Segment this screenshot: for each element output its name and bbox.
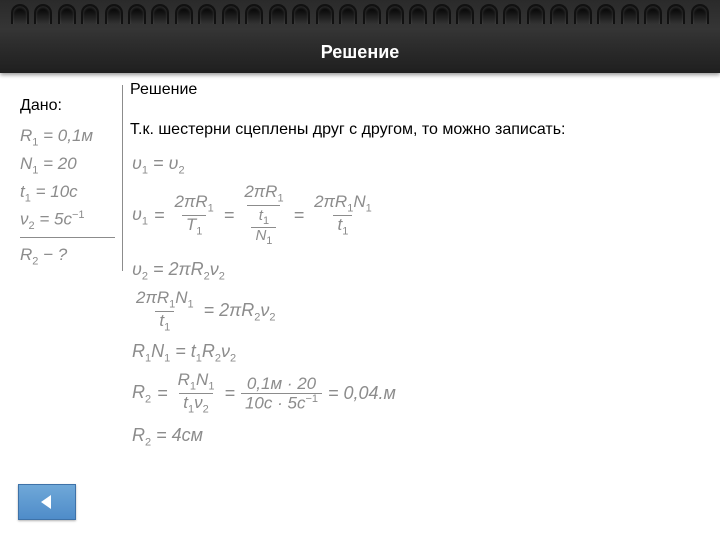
- eq-line-1: υ1 = υ2: [132, 153, 185, 177]
- slide-header: Решение: [0, 0, 720, 73]
- slide-title: Решение: [0, 42, 720, 63]
- solution-heading: Решение: [130, 81, 197, 99]
- given-find: R2 − ?: [20, 242, 115, 270]
- given-nu2: ν2 = 5c−1: [20, 207, 115, 235]
- given-heading: Дано:: [20, 97, 62, 115]
- given-divider: [20, 237, 115, 238]
- eq-line-2: υ1 = 2πR1 T1 = 2πR1 t1 N1 = 2πR1N1 t1: [132, 183, 376, 248]
- eq-line-3: υ2 = 2πR2ν2: [132, 259, 225, 283]
- given-r1: R1 = 0,1м: [20, 123, 115, 151]
- given-n1: N1 = 20: [20, 151, 115, 179]
- vertical-divider: [122, 85, 123, 271]
- given-t1: t1 = 10c: [20, 179, 115, 207]
- given-block: R1 = 0,1м N1 = 20 t1 = 10c ν2 = 5c−1 R2 …: [20, 123, 115, 270]
- eq-line-4: 2πR1N1 t1 = 2πR2ν2: [132, 289, 276, 334]
- slide-body: Дано: Решение Т.к. шестерни сцеплены дру…: [0, 73, 720, 540]
- eq-line-6: R2 = R1N1 t1ν2 = 0,1м · 20 10c · 5c−1 = …: [132, 371, 396, 416]
- spiral-binding: [0, 4, 720, 26]
- eq-line-5: R1N1 = t1R2ν2: [132, 341, 236, 365]
- back-button[interactable]: [18, 484, 76, 520]
- eq-line-7: R2 = 4см: [132, 425, 203, 449]
- statement-text: Т.к. шестерни сцеплены друг с другом, то…: [130, 121, 566, 139]
- triangle-left-icon: [37, 492, 57, 512]
